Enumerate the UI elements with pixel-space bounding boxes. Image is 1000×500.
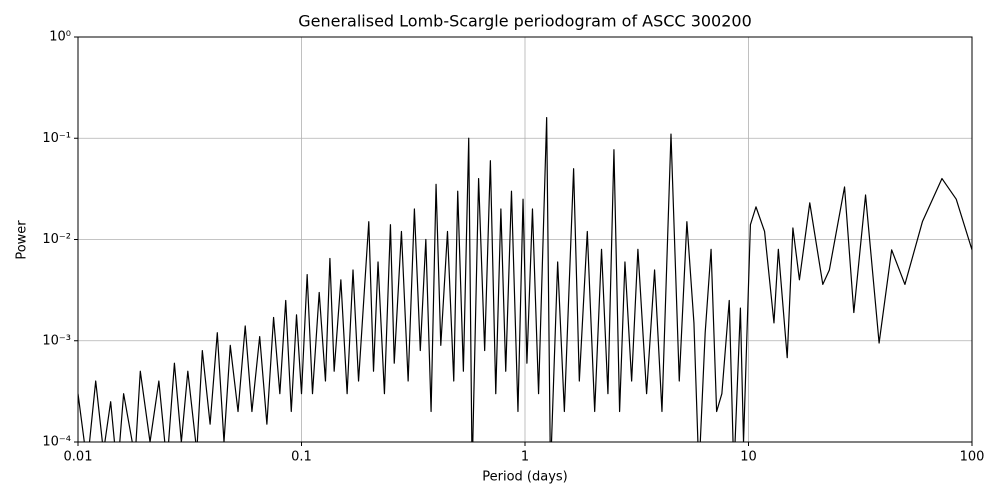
chart-title: Generalised Lomb-Scargle periodogram of … [298, 12, 752, 31]
plot-frame [77, 36, 973, 443]
x-tick-label: 1 [521, 450, 529, 465]
y-tick-label: 10⁰ [49, 30, 71, 45]
x-tick-label: 100 [960, 450, 985, 465]
x-tick-label: 0.01 [64, 450, 93, 465]
periodogram-line [78, 116, 972, 442]
x-axis-label: Period (days) [482, 470, 568, 485]
y-axis-label: Power [15, 220, 30, 260]
y-tick-label: 10⁻³ [42, 333, 71, 348]
x-tick-label: 0.1 [291, 450, 312, 465]
y-tick-label: 10⁻¹ [42, 131, 71, 146]
y-tick-label: 10⁻² [42, 232, 71, 247]
x-tick-label: 10 [740, 450, 757, 465]
y-tick-label: 10⁻⁴ [42, 435, 71, 450]
